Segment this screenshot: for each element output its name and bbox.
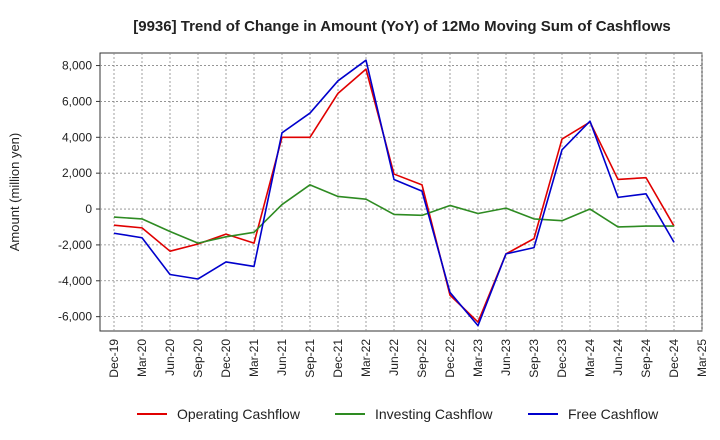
x-tick-label: Mar-22 <box>359 339 373 377</box>
x-tick-label: Dec-20 <box>219 339 233 378</box>
x-tick-label: Dec-19 <box>107 339 121 378</box>
chart-title: [9936] Trend of Change in Amount (YoY) o… <box>133 18 671 35</box>
investing-cashflow-line <box>113 184 674 244</box>
y-axis-label: Amount (million yen) <box>7 133 22 252</box>
plot-area: Dec-19 Mar-20 Jun-20 Sep-20 Dec-20 Mar-21 Jun-… <box>58 52 709 378</box>
operating-cashflow-legend-label: Operating Cashflow <box>177 406 301 422</box>
y-tick-label: -2,000 <box>58 238 92 252</box>
y-tick-label: 2,000 <box>62 166 92 180</box>
free-cashflow-legend-label: Free Cashflow <box>568 406 659 422</box>
x-tick-label: Mar-25 <box>695 339 709 377</box>
x-tick-label: Jun-21 <box>275 339 289 376</box>
x-tick-label: Mar-21 <box>247 339 261 377</box>
x-tick-label: Jun-24 <box>611 339 625 376</box>
x-tick-label: Sep-24 <box>639 339 653 378</box>
x-tick-label: Dec-24 <box>667 339 681 378</box>
y-tick-label: 0 <box>85 202 92 216</box>
x-tick-label: Mar-23 <box>471 339 485 377</box>
x-tick-label: Dec-21 <box>331 339 345 378</box>
x-tick-label: Dec-23 <box>555 339 569 378</box>
legend: Operating Cashflow Investing Cashflow Free… <box>137 406 659 422</box>
investing-cashflow-legend-label: Investing Cashflow <box>375 406 493 422</box>
x-tick-label: Dec-22 <box>443 339 457 378</box>
y-tick-label: -6,000 <box>58 310 92 324</box>
x-tick-label: Jun-22 <box>387 339 401 376</box>
x-tick-label: Jun-20 <box>163 339 177 376</box>
y-tick-label: 6,000 <box>62 94 92 108</box>
x-tick-label: Sep-20 <box>191 339 205 378</box>
x-tick-label: Mar-20 <box>135 339 149 377</box>
y-tick-label: 4,000 <box>62 130 92 144</box>
x-tick-label: Mar-24 <box>583 339 597 377</box>
x-tick-label: Sep-23 <box>527 339 541 378</box>
x-tick-label: Sep-22 <box>415 339 429 378</box>
plot-frame <box>99 52 703 332</box>
x-tick-label: Jun-23 <box>499 339 513 376</box>
y-tick-label: 8,000 <box>62 59 92 73</box>
y-tick-label: -4,000 <box>58 274 92 288</box>
free-cashflow-line <box>113 59 675 327</box>
x-tick-label: Sep-21 <box>303 339 317 378</box>
